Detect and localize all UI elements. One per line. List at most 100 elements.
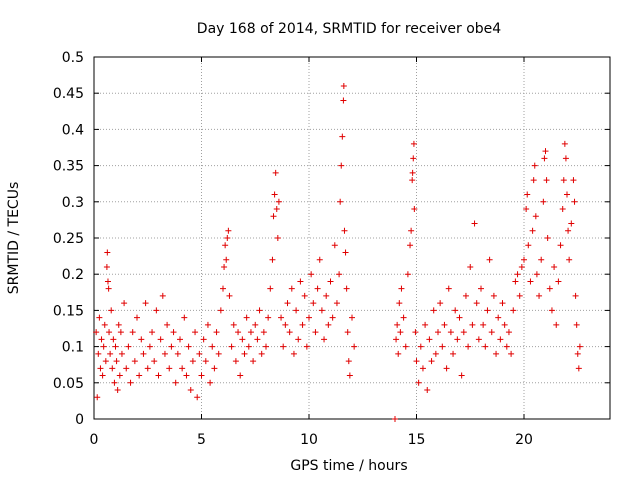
x-tick-label: 10: [300, 432, 318, 448]
data-point: [114, 387, 121, 394]
data-point: [115, 321, 122, 328]
data-point: [407, 242, 414, 249]
data-point: [153, 307, 160, 314]
data-point: [490, 292, 497, 299]
data-point: [96, 314, 103, 321]
data-point: [480, 321, 487, 328]
data-point: [410, 155, 417, 162]
data-point: [441, 321, 448, 328]
data-point: [460, 329, 467, 336]
data-point: [149, 329, 156, 336]
data-point: [202, 358, 209, 365]
data-point: [564, 191, 570, 198]
data-point: [286, 329, 293, 336]
data-point: [299, 321, 306, 328]
data-point: [306, 314, 312, 321]
data-point: [566, 256, 573, 263]
data-point: [146, 343, 153, 350]
data-point: [557, 242, 564, 249]
data-point: [95, 350, 102, 357]
data-point: [151, 358, 158, 365]
data-point: [221, 263, 228, 270]
data-point: [170, 329, 177, 336]
y-tick-label: 0.4: [62, 122, 84, 138]
data-point: [467, 263, 474, 270]
data-point: [94, 394, 101, 401]
data-point: [187, 387, 194, 394]
data-point: [263, 343, 269, 350]
data-point: [553, 321, 560, 328]
data-point: [110, 336, 117, 343]
data-point: [177, 336, 183, 343]
data-point: [293, 307, 300, 314]
data-point: [343, 285, 350, 292]
data-point: [243, 314, 250, 321]
data-point: [462, 292, 469, 299]
data-point: [280, 343, 287, 350]
data-point: [540, 198, 547, 205]
data-point: [113, 358, 120, 365]
data-point: [144, 365, 151, 372]
data-point: [432, 350, 439, 357]
data-point: [224, 235, 231, 241]
data-point: [411, 206, 418, 213]
data-point: [560, 177, 567, 184]
data-point: [316, 256, 323, 263]
data-point: [241, 350, 248, 357]
data-point: [486, 256, 493, 263]
data-point: [400, 314, 407, 321]
data-point: [514, 271, 521, 278]
data-point: [213, 329, 220, 336]
data-point: [127, 379, 134, 386]
data-point: [168, 343, 175, 350]
data-point: [272, 169, 279, 176]
x-tick-label: 20: [515, 432, 533, 448]
data-point: [349, 314, 355, 321]
data-point: [525, 242, 532, 249]
data-point: [445, 285, 452, 292]
data-point: [222, 242, 229, 249]
data-point: [189, 358, 196, 365]
axis-ticks: 0 0.05 0.1 0.15 0.2 0.25 0.3 0.35 0.4 0.45 0.5 0 5 10…: [53, 50, 610, 448]
data-point: [456, 314, 463, 321]
data-point: [260, 329, 267, 336]
data-point: [497, 336, 504, 343]
data-point: [452, 307, 459, 314]
data-point: [542, 148, 549, 155]
data-point: [159, 292, 166, 299]
data-point: [321, 336, 328, 343]
data-point: [417, 343, 424, 350]
data-point: [318, 307, 325, 314]
data-point: [136, 372, 143, 379]
data-point: [548, 307, 555, 314]
data-point: [228, 343, 235, 350]
data-point: [412, 329, 419, 336]
data-point: [211, 365, 218, 372]
data-point: [397, 329, 404, 336]
data-point: [424, 387, 431, 394]
data-point: [181, 314, 188, 321]
data-point: [196, 350, 203, 357]
data-point: [138, 336, 145, 343]
data-point: [532, 213, 539, 220]
data-point: [310, 300, 317, 307]
data-point: [325, 321, 332, 328]
y-tick-label: 0.15: [53, 303, 84, 319]
data-point: [104, 278, 111, 285]
data-point: [512, 278, 519, 285]
data-point: [561, 140, 568, 147]
data-point: [555, 278, 562, 285]
data-point: [471, 220, 478, 227]
data-point: [393, 336, 400, 343]
x-tick-label: 0: [90, 432, 99, 448]
data-point: [415, 379, 422, 386]
data-point: [529, 227, 536, 234]
data-point: [225, 227, 232, 234]
data-point: [226, 292, 233, 299]
data-point: [538, 256, 545, 263]
data-point: [303, 343, 310, 350]
data-point: [408, 227, 415, 234]
data-point: [570, 177, 577, 184]
data-point: [284, 300, 291, 307]
data-point: [469, 321, 476, 328]
